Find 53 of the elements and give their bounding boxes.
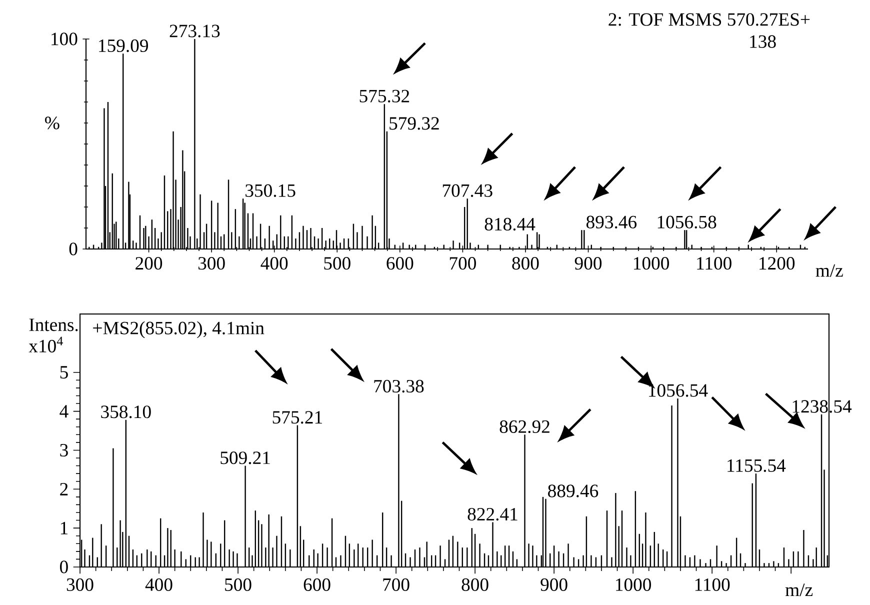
x-axis-title: m/z	[785, 584, 813, 596]
x-tick-label: 500	[225, 578, 252, 591]
y-tick-label: 5	[60, 366, 68, 379]
annotation: 703.38	[374, 380, 424, 393]
annotation: 1056.58	[658, 216, 716, 228]
x-tick-label: 900	[540, 578, 568, 591]
annotation: 893.46	[586, 216, 637, 228]
x-tick-label: 1000	[634, 257, 669, 270]
x-tick-label: 1000	[616, 578, 652, 591]
annotation: 862.92	[500, 420, 550, 434]
x-tick-label: 1100	[697, 257, 732, 270]
y-tick-label: 2	[60, 482, 68, 496]
x-tick-label: 500	[324, 257, 350, 270]
annotation: 707.43	[442, 184, 492, 197]
x-tick-label: 800	[462, 578, 488, 591]
annotation: 273.13	[170, 24, 220, 38]
y-tick-label: 1	[60, 522, 68, 534]
x-tick-label: 700	[383, 578, 410, 591]
x-tick-label: 900	[574, 257, 602, 270]
annotation: 575.21	[272, 411, 322, 424]
x-tick-label: 300	[66, 578, 94, 591]
annotation: 818.44	[484, 218, 536, 231]
annotation: 822.41	[468, 508, 518, 521]
x-tick-label: 600	[386, 257, 414, 270]
x-tick-label: 300	[198, 257, 225, 270]
x-tick-label: 1200	[760, 257, 795, 270]
y-axis-title: Intens. x10$^{4}$	[28, 318, 78, 352]
annotation: 159.09	[99, 39, 148, 52]
annotation: 350.15	[246, 184, 296, 197]
annotation: 575.32	[360, 90, 410, 102]
x-tick-label: 600	[304, 578, 330, 591]
x-tick-label: 1100	[695, 578, 730, 591]
annotation: 1155.54	[728, 459, 786, 472]
x-tick-label: 800	[512, 257, 539, 270]
y-tick-label: 4	[60, 405, 68, 418]
annotation: 509.21	[220, 452, 270, 464]
y-tick-label: 0	[69, 242, 78, 256]
x-tick-label: 700	[450, 257, 476, 270]
chart-title: 2: TOF MSMS 570.27ES+	[608, 13, 810, 26]
annotation: +MS2(855.02), 4.1min	[93, 321, 264, 338]
annotation: 1056.54	[649, 384, 708, 397]
y-tick-label: 100	[52, 32, 78, 46]
x-tick-label: 400	[260, 257, 288, 270]
x-tick-label: 400	[145, 578, 172, 591]
y-tick-label: 0	[60, 560, 68, 574]
y-axis-title: %	[45, 116, 60, 130]
chart-subtitle: 138	[750, 35, 776, 48]
annotation: 889.46	[548, 484, 598, 498]
x-tick-label: 200	[136, 257, 162, 270]
y-tick-label: 3	[60, 444, 68, 456]
annotation: 579.32	[390, 117, 439, 130]
x-axis-title: m/z	[816, 264, 843, 277]
annotation: 358.10	[101, 406, 151, 418]
